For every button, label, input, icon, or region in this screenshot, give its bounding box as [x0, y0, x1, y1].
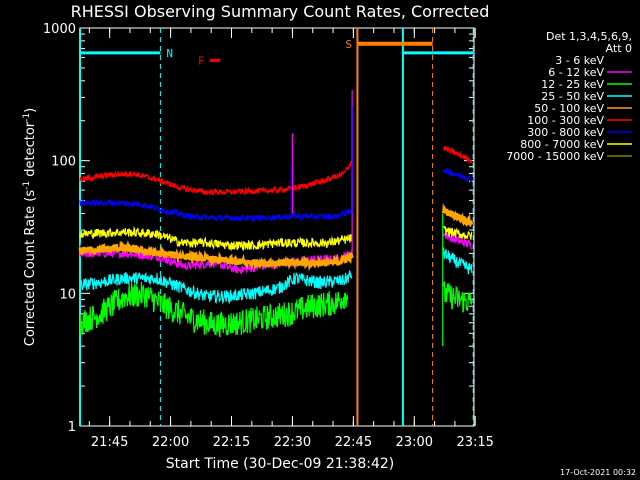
x-tick-label: 22:15	[213, 435, 250, 450]
series-line-post	[442, 281, 473, 313]
series-line-post	[442, 167, 473, 184]
series-line-post	[442, 232, 472, 250]
y-tick-label: 100	[51, 155, 76, 170]
legend-label: 7000 - 15000 keV	[506, 150, 604, 163]
series-line	[79, 281, 349, 338]
y-axis-label: Corrected Count Rate (s-1 detector-1)	[22, 108, 38, 346]
footer-timestamp: 17-Oct-2021 00:32	[560, 468, 636, 477]
series-lines	[78, 90, 474, 347]
interval-annotations: N S F	[79, 28, 474, 426]
x-tick-label: 22:30	[274, 435, 311, 450]
series-line	[79, 225, 353, 252]
series-line-post	[442, 203, 474, 228]
legend-label: 25 - 50 keV	[541, 90, 604, 103]
y-tick-label: 1000	[43, 22, 76, 37]
night-label: N	[166, 47, 173, 60]
series-line-post	[443, 225, 473, 240]
legend-label: 50 - 100 keV	[534, 102, 604, 115]
legend-label: 3 - 6 keV	[555, 54, 604, 67]
x-tick-label: 23:00	[396, 435, 433, 450]
plot-frame	[79, 27, 475, 427]
x-tick-label: 21:45	[91, 435, 128, 450]
flare-label: F	[198, 54, 205, 67]
x-axis-label: Start Time (30-Dec-09 21:38:42)	[166, 456, 394, 472]
x-axis: 21:45 22:00 22:15 22:30 22:45 23:00 23:15	[88, 28, 494, 450]
legend-header-line-1: Det 1,3,4,5,6,9,	[546, 30, 632, 43]
y-axis: 1 10 100 1000	[43, 22, 474, 435]
series-line	[79, 198, 353, 223]
legend-header-line-2: Att 0	[606, 42, 632, 55]
series-line	[79, 270, 353, 305]
chart-title: RHESSI Observing Summary Count Rates, Co…	[71, 2, 490, 21]
series-line-post	[442, 247, 473, 275]
legend-label: 12 - 25 keV	[541, 78, 604, 91]
legend-label: 100 - 300 keV	[527, 114, 604, 127]
legend-label: 300 - 800 keV	[527, 126, 604, 139]
y-tick-label: 10	[59, 287, 76, 302]
series-line	[79, 160, 353, 196]
legend-label: 6 - 12 keV	[548, 66, 604, 79]
x-tick-label: 22:45	[335, 435, 372, 450]
saa-label: S	[345, 38, 352, 51]
x-tick-label: 22:00	[152, 435, 189, 450]
legend-label: 800 - 7000 keV	[520, 138, 604, 151]
series-line	[78, 240, 354, 272]
x-tick-label: 23:15	[456, 435, 493, 450]
y-tick-label: 1	[68, 420, 76, 435]
series-line-post	[442, 145, 472, 165]
